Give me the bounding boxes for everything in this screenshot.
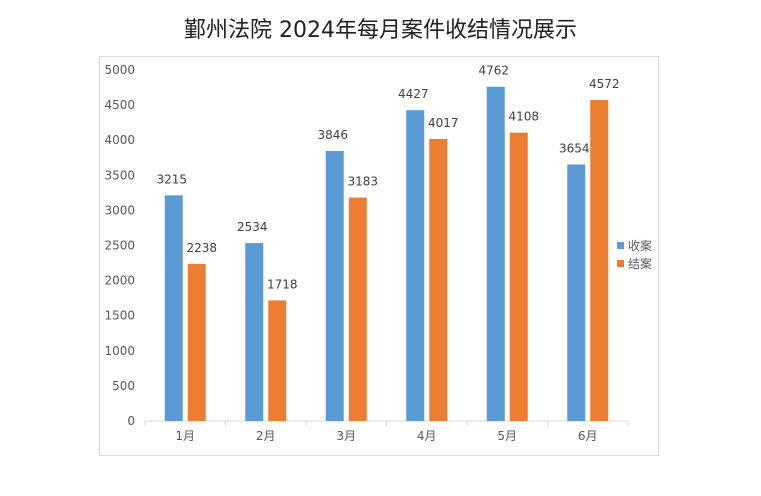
bar-shouan	[406, 110, 425, 421]
x-tick-label: 5月	[497, 429, 517, 443]
data-label: 2534	[237, 220, 268, 234]
data-label: 4427	[398, 87, 429, 101]
y-tick-label: 3500	[104, 168, 135, 182]
y-tick-label: 1000	[104, 344, 135, 358]
x-axis: 1月 2月 3月 4月 5月 6月	[144, 420, 629, 443]
data-label: 3654	[559, 141, 590, 155]
legend-swatch	[617, 242, 624, 249]
bar-shouan	[567, 164, 586, 421]
data-label: 4108	[508, 110, 539, 124]
bar-shouan	[164, 195, 183, 421]
y-tick-label: 4000	[104, 133, 135, 147]
data-labels: 3215 2534 3846 4427 4762 3654 2238 1718 3183 4017…	[156, 64, 619, 292]
data-label: 4762	[478, 64, 509, 78]
data-label: 4572	[589, 77, 620, 91]
chart-title: 鄞州法院 2024年每月案件收结情况展示	[184, 18, 577, 43]
bar-jiean	[268, 300, 287, 421]
legend-label: 收案	[628, 238, 652, 253]
bars	[164, 86, 609, 422]
y-tick-label: 5000	[104, 63, 135, 77]
x-tick-label: 6月	[578, 429, 598, 443]
data-label: 3846	[317, 128, 348, 142]
y-tick-label: 1500	[104, 309, 135, 323]
legend-label: 结案	[628, 256, 652, 271]
bar-jiean	[509, 132, 528, 421]
y-tick-label: 2500	[104, 239, 135, 253]
y-tick-label: 500	[112, 379, 135, 393]
legend-swatch	[617, 260, 624, 267]
data-label: 4017	[428, 116, 459, 130]
bar-jiean	[187, 263, 206, 421]
y-axis: 0 500 1000 1500 2000 2500 3000 3500 4000 4500 5000	[104, 63, 135, 428]
data-label: 1718	[267, 277, 298, 291]
y-tick-label: 0	[127, 414, 135, 428]
data-label: 2238	[186, 241, 217, 255]
bar-jiean	[590, 100, 609, 422]
bar-jiean	[348, 197, 367, 421]
x-tick-label: 1月	[175, 429, 195, 443]
y-tick-label: 2000	[104, 274, 135, 288]
y-tick-label: 3000	[104, 203, 135, 217]
bar-shouan	[325, 151, 344, 421]
data-label: 3183	[347, 175, 378, 189]
data-label: 3215	[156, 172, 187, 186]
y-tick-label: 4500	[104, 98, 135, 112]
chart-frame	[99, 56, 659, 456]
x-tick-label: 3月	[336, 429, 356, 443]
bar-jiean	[429, 139, 448, 422]
bar-shouan	[245, 243, 264, 421]
bar-shouan	[486, 86, 505, 421]
x-tick-label: 4月	[417, 429, 437, 443]
x-tick-label: 2月	[256, 429, 276, 443]
